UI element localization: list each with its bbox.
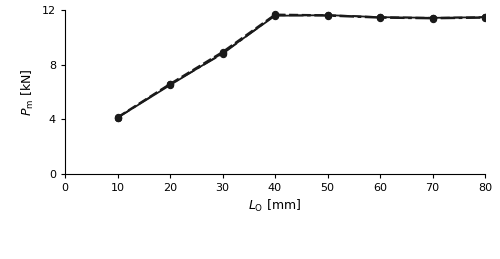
- Y-axis label: $P_\mathrm{m}$ [kN]: $P_\mathrm{m}$ [kN]: [20, 68, 36, 116]
- X-axis label: $L_\mathrm{O}$ [mm]: $L_\mathrm{O}$ [mm]: [248, 198, 302, 214]
